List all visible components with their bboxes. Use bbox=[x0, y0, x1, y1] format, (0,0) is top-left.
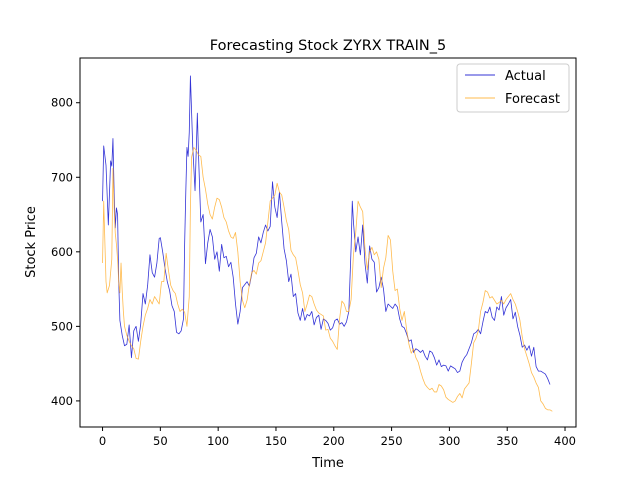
x-tick-label: 100 bbox=[207, 434, 229, 448]
y-axis-label: Stock Price bbox=[24, 206, 39, 278]
y-tick-label: 700 bbox=[51, 170, 73, 184]
y-tick-label: 500 bbox=[51, 319, 73, 333]
x-axis: 0 50 100 150 200 250 300 350 400 bbox=[99, 427, 576, 448]
y-tick-label: 800 bbox=[51, 96, 73, 110]
y-axis: 400 500 600 700 800 bbox=[51, 96, 80, 408]
series-line-forecast bbox=[102, 147, 553, 412]
series-line-actual bbox=[102, 75, 551, 385]
legend: Actual Forecast bbox=[456, 63, 570, 113]
plot-frame bbox=[79, 57, 577, 428]
x-tick-label: 200 bbox=[323, 434, 345, 448]
chart-title: Forecasting Stock ZYRX TRAIN_5 bbox=[210, 38, 446, 54]
x-tick-label: 150 bbox=[265, 434, 287, 448]
x-tick-label: 50 bbox=[153, 434, 168, 448]
x-axis-label: Time bbox=[311, 456, 344, 471]
x-tick-label: 0 bbox=[99, 434, 106, 448]
legend-label-actual: Actual bbox=[505, 69, 546, 84]
x-tick-label: 300 bbox=[438, 434, 460, 448]
y-tick-label: 600 bbox=[51, 245, 73, 259]
x-tick-label: 350 bbox=[496, 434, 518, 448]
legend-box bbox=[456, 63, 570, 113]
series-layer bbox=[102, 75, 553, 412]
x-tick-label: 250 bbox=[381, 434, 403, 448]
y-tick-label: 400 bbox=[51, 394, 73, 408]
legend-label-forecast: Forecast bbox=[505, 92, 560, 107]
x-tick-label: 400 bbox=[554, 434, 576, 448]
